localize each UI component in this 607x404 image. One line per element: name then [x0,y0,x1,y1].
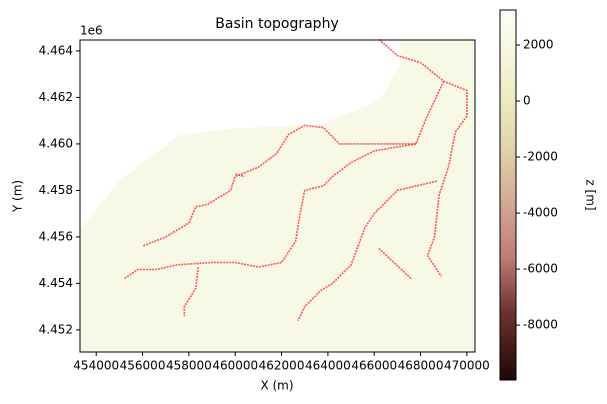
x-tick-label: 464000 [305,359,351,373]
channel [297,180,437,321]
y-tick-label: 4.462 [39,90,73,104]
colorbar-tick-label: 0 [523,94,531,108]
colorbar-tick-label: -4000 [523,206,558,220]
y-tick-label: 4.464 [39,43,73,57]
x-tick-label: 470000 [444,359,490,373]
x-tick-label: 454000 [73,359,119,373]
channel [235,173,245,178]
x-tick-label: 460000 [212,359,258,373]
channel [183,267,199,316]
channel [378,38,468,277]
x-tick-label: 462000 [259,359,305,373]
channel [123,143,417,280]
channel [378,247,412,280]
colorbar-tick-label: -2000 [523,150,558,164]
colorbar-label: z [m] [584,179,598,210]
y-tick-label: 4.454 [39,276,73,290]
x-tick-label: 456000 [120,359,166,373]
colorbar-tick-label: -8000 [523,318,558,332]
colorbar-tick-label: -6000 [523,262,558,276]
axes-frame [79,39,476,353]
x-tick-label: 468000 [398,359,444,373]
x-axis-label: X (m) [260,379,293,393]
y-tick-label: 4.460 [39,136,73,150]
y-tick-label: 4.458 [39,183,73,197]
x-tick-label: 458000 [166,359,212,373]
raster-nodata [80,40,400,230]
y-offset-label: 1e6 [80,24,103,38]
y-axis-label: Y (m) [11,180,25,213]
colorbar [499,9,517,381]
chart-title: Basin topography [215,16,338,32]
colorbar-tick-label: 2000 [523,38,554,52]
x-tick-label: 466000 [351,359,397,373]
channel [142,80,445,247]
y-tick-label: 4.452 [39,322,73,336]
y-tick-label: 4.456 [39,229,73,243]
